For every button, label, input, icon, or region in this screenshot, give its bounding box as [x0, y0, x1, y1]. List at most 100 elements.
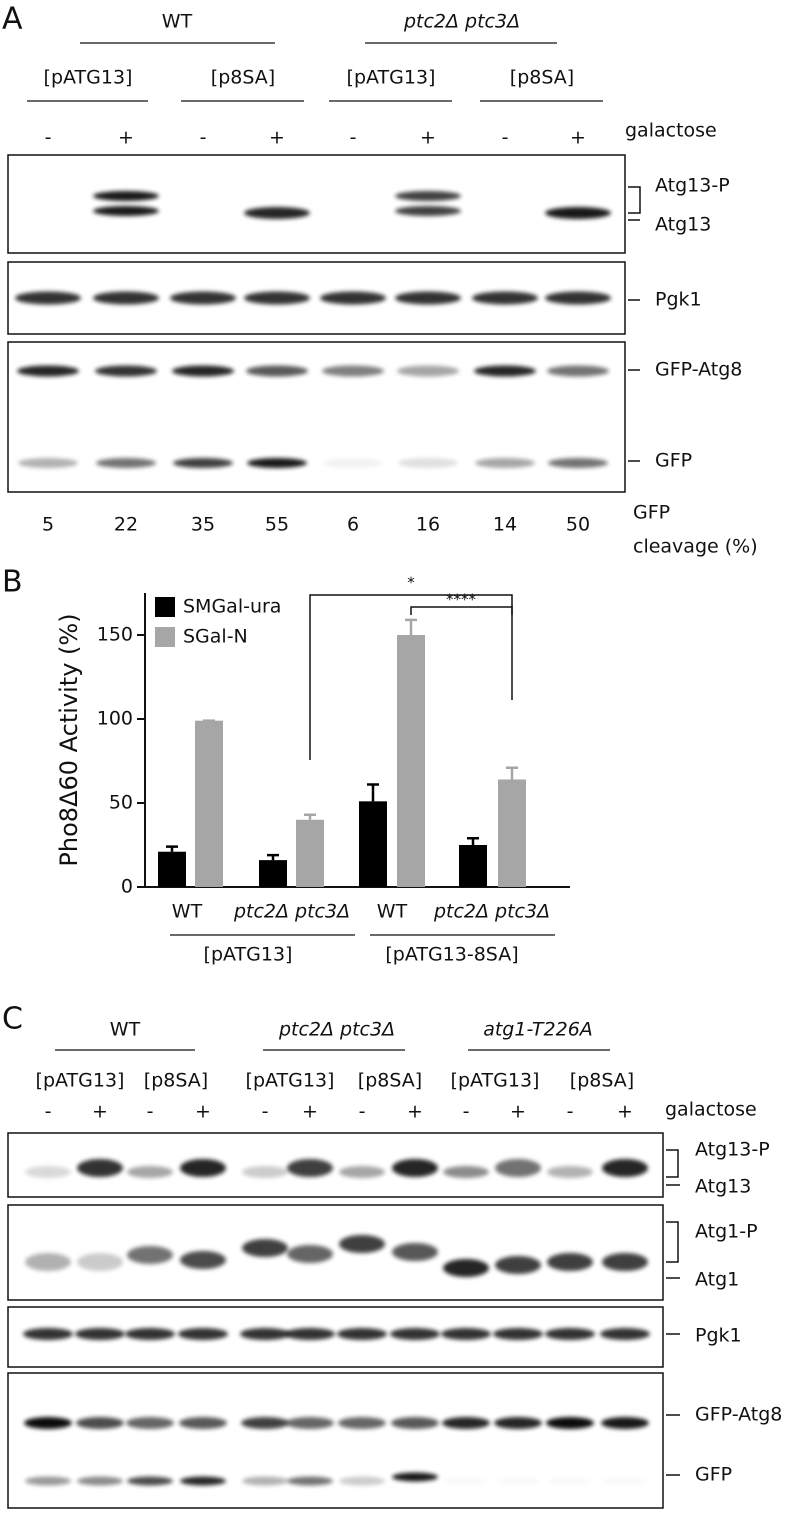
x-tick-label: WT: [172, 901, 203, 923]
band: [441, 1328, 491, 1340]
quant-value: 5: [42, 514, 54, 536]
panel-label: A: [2, 2, 23, 37]
band: [244, 291, 310, 305]
band: [18, 458, 78, 468]
blot-label: Atg1: [695, 1269, 739, 1291]
bar: [195, 720, 223, 887]
quant-value: 16: [416, 514, 440, 536]
group-label: [pATG13-8SA]: [385, 944, 518, 966]
band: [247, 458, 307, 468]
band: [173, 458, 233, 468]
treatment: -: [200, 127, 207, 149]
band: [442, 1417, 490, 1429]
band: [337, 1328, 387, 1340]
treatment-label: galactose: [625, 120, 717, 142]
y-axis-label: Pho8Δ60 Activity (%): [55, 613, 83, 866]
band: [443, 1259, 489, 1277]
treatment: -: [359, 1101, 366, 1123]
bracket: [666, 1221, 679, 1263]
band: [15, 291, 81, 305]
legend-label: SMGal-ura: [183, 596, 281, 618]
plasmid-label: [p8SA]: [144, 1070, 208, 1092]
band: [339, 1166, 385, 1178]
bracket: [628, 186, 641, 214]
error-bar: [367, 783, 379, 802]
treatment: -: [502, 127, 509, 149]
band: [472, 291, 538, 305]
treatment: -: [463, 1101, 470, 1123]
treatment: +: [302, 1101, 318, 1123]
band: [600, 1328, 650, 1340]
x-tick-label: WT: [377, 901, 408, 923]
band: [127, 1166, 173, 1178]
band: [180, 1251, 226, 1269]
band: [17, 365, 79, 377]
band: [244, 207, 310, 219]
band: [25, 1253, 71, 1271]
blot-label: Atg13: [655, 214, 711, 236]
blot-frame: [7, 1306, 664, 1368]
error-bar: [405, 618, 417, 635]
band: [180, 1476, 226, 1486]
quant-value: 55: [265, 514, 289, 536]
band: [398, 458, 458, 468]
band: [545, 291, 611, 305]
bar: [397, 635, 425, 887]
band: [240, 1328, 290, 1340]
plasmid-label: [pATG13]: [44, 67, 133, 89]
band: [323, 458, 383, 468]
error-bar: [267, 853, 279, 861]
error-bar: [467, 837, 479, 845]
band: [548, 458, 608, 468]
band: [287, 1159, 333, 1177]
treatment-label: galactose: [665, 1099, 757, 1121]
band: [546, 1417, 594, 1429]
band: [25, 1476, 71, 1486]
x-tick-label: ptc2Δ ptc3Δ: [233, 901, 350, 923]
blot-label: Pgk1: [655, 289, 702, 311]
y-tick-label: 100: [97, 708, 133, 730]
blot-label: Atg13-P: [655, 175, 730, 197]
band: [24, 1417, 72, 1429]
treatment: +: [617, 1101, 633, 1123]
band: [93, 291, 159, 305]
sig-bracket: [410, 606, 513, 615]
band: [545, 207, 611, 219]
quant-label: GFP: [633, 502, 670, 524]
band: [242, 1166, 288, 1178]
band: [602, 1253, 648, 1271]
plasmid-label: [pATG13]: [451, 1070, 540, 1092]
y-tick-label: 50: [109, 792, 133, 814]
band: [601, 1417, 649, 1429]
band: [602, 1159, 648, 1177]
band: [495, 1159, 541, 1177]
band: [339, 1476, 385, 1486]
group-label: [pATG13]: [204, 944, 293, 966]
band: [338, 1417, 386, 1429]
bar: [259, 860, 287, 887]
annotation: *: [407, 574, 415, 592]
blot-frame: [7, 1204, 664, 1301]
treatment: +: [118, 127, 134, 149]
band: [172, 365, 234, 377]
plasmid-label: [p8SA]: [211, 67, 275, 89]
band: [493, 1328, 543, 1340]
panel-label: C: [2, 1002, 23, 1037]
band: [395, 291, 461, 305]
band: [242, 1476, 288, 1486]
band: [547, 1253, 593, 1271]
band: [390, 1328, 440, 1340]
band: [602, 1477, 648, 1486]
bar: [498, 779, 526, 887]
quant-value: 22: [114, 514, 138, 536]
band: [547, 365, 609, 377]
band: [395, 191, 461, 201]
band: [322, 365, 384, 377]
treatment: -: [45, 1101, 52, 1123]
group-label: WT: [110, 1019, 141, 1041]
treatment: +: [407, 1101, 423, 1123]
band: [397, 365, 459, 377]
treatment: -: [45, 127, 52, 149]
treatment: +: [510, 1101, 526, 1123]
group-label: atg1-T226A: [483, 1019, 593, 1041]
